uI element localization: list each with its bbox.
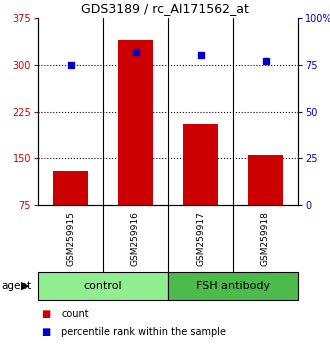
Bar <box>248 155 283 205</box>
Text: GDS3189 / rc_AI171562_at: GDS3189 / rc_AI171562_at <box>81 2 249 15</box>
Bar <box>38 272 168 300</box>
Text: ■: ■ <box>41 309 50 319</box>
Text: ■: ■ <box>41 327 50 337</box>
Bar <box>117 40 153 205</box>
Text: GSM259915: GSM259915 <box>66 211 75 266</box>
Text: control: control <box>84 281 122 291</box>
Text: percentile rank within the sample: percentile rank within the sample <box>61 327 226 337</box>
Text: agent: agent <box>2 281 32 291</box>
Text: GSM259917: GSM259917 <box>196 211 205 266</box>
Text: GSM259918: GSM259918 <box>261 211 270 266</box>
Text: GSM259916: GSM259916 <box>131 211 140 266</box>
Text: FSH antibody: FSH antibody <box>196 281 270 291</box>
Text: count: count <box>61 309 89 319</box>
Bar <box>168 272 298 300</box>
Bar <box>52 171 88 205</box>
Bar <box>182 124 218 205</box>
Text: ▶: ▶ <box>20 281 29 291</box>
